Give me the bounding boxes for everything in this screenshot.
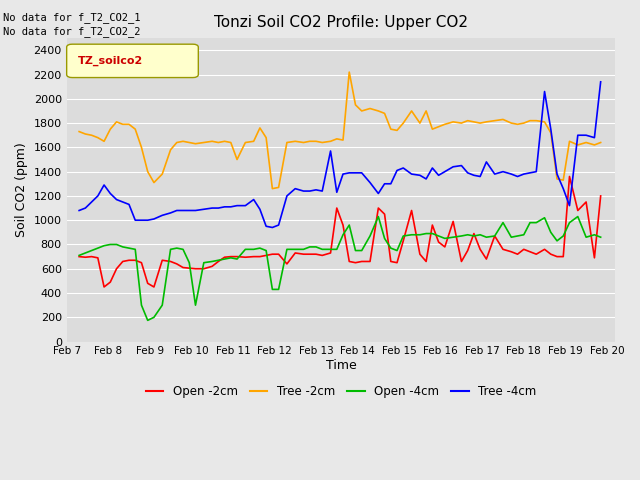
- Y-axis label: Soil CO2 (ppm): Soil CO2 (ppm): [15, 143, 28, 237]
- Text: No data for f_T2_CO2_2: No data for f_T2_CO2_2: [3, 26, 141, 37]
- Text: TZ_soilco2: TZ_soilco2: [77, 56, 143, 66]
- Title: Tonzi Soil CO2 Profile: Upper CO2: Tonzi Soil CO2 Profile: Upper CO2: [214, 15, 468, 30]
- Legend: Open -2cm, Tree -2cm, Open -4cm, Tree -4cm: Open -2cm, Tree -2cm, Open -4cm, Tree -4…: [141, 380, 541, 402]
- FancyBboxPatch shape: [67, 44, 198, 78]
- Text: No data for f_T2_CO2_1: No data for f_T2_CO2_1: [3, 12, 141, 23]
- X-axis label: Time: Time: [326, 359, 356, 372]
